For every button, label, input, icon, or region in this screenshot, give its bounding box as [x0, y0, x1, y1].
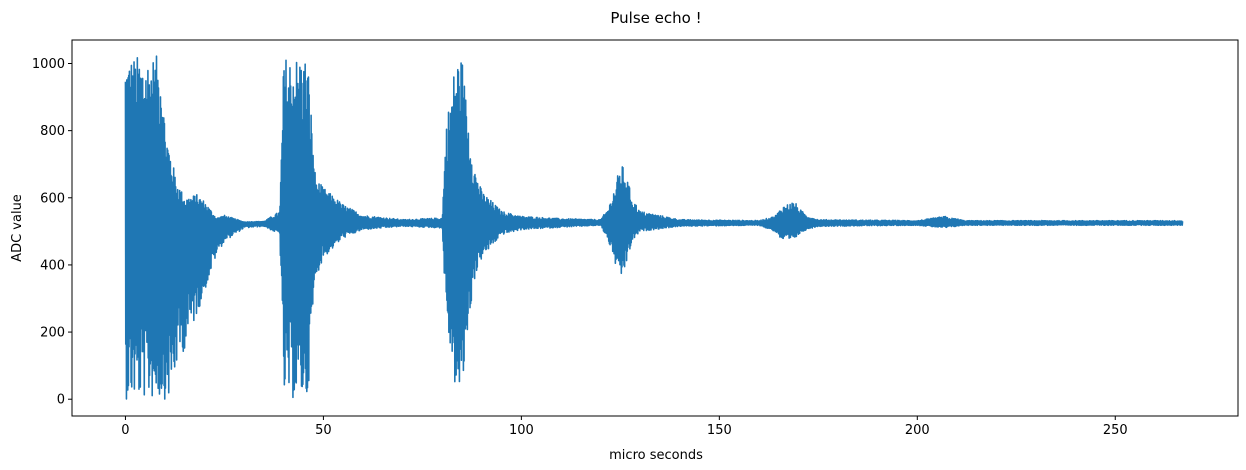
- x-axis: 0 50 100 150 200 250: [121, 416, 1128, 438]
- x-tick-label: 250: [1103, 423, 1128, 438]
- plot-area: [71, 39, 1239, 417]
- plot-frame: [71, 39, 1239, 417]
- y-tick-label: 800: [40, 124, 65, 139]
- chart-title: Pulse echo !: [610, 9, 701, 27]
- x-tick-label: 50: [315, 423, 332, 438]
- series-line-0: [124, 55, 1184, 400]
- y-tick-label: 600: [40, 191, 65, 206]
- y-axis: 0 200 400 600 800 1000: [32, 57, 72, 408]
- y-tick-label: 1000: [32, 57, 65, 72]
- x-axis-label: micro seconds: [609, 448, 703, 463]
- series-layer: [124, 55, 1184, 400]
- y-tick-label: 200: [40, 326, 65, 341]
- x-tick-label: 150: [707, 423, 732, 438]
- x-tick-label: 0: [121, 423, 129, 438]
- y-axis-label: ADC value: [10, 194, 25, 262]
- x-tick-label: 100: [509, 423, 534, 438]
- y-tick-label: 400: [40, 258, 65, 273]
- x-tick-label: 200: [905, 423, 930, 438]
- y-tick-label: 0: [57, 393, 65, 408]
